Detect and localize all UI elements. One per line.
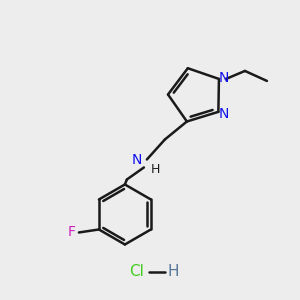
Text: N: N	[131, 154, 142, 167]
Text: F: F	[68, 226, 76, 239]
Text: N: N	[218, 107, 229, 121]
Text: N: N	[219, 71, 229, 85]
Text: H: H	[151, 163, 160, 176]
Text: Cl: Cl	[130, 265, 144, 280]
Text: H: H	[167, 265, 179, 280]
